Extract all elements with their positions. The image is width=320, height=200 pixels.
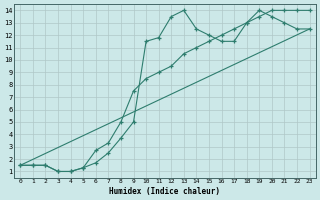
X-axis label: Humidex (Indice chaleur): Humidex (Indice chaleur) [109, 187, 220, 196]
